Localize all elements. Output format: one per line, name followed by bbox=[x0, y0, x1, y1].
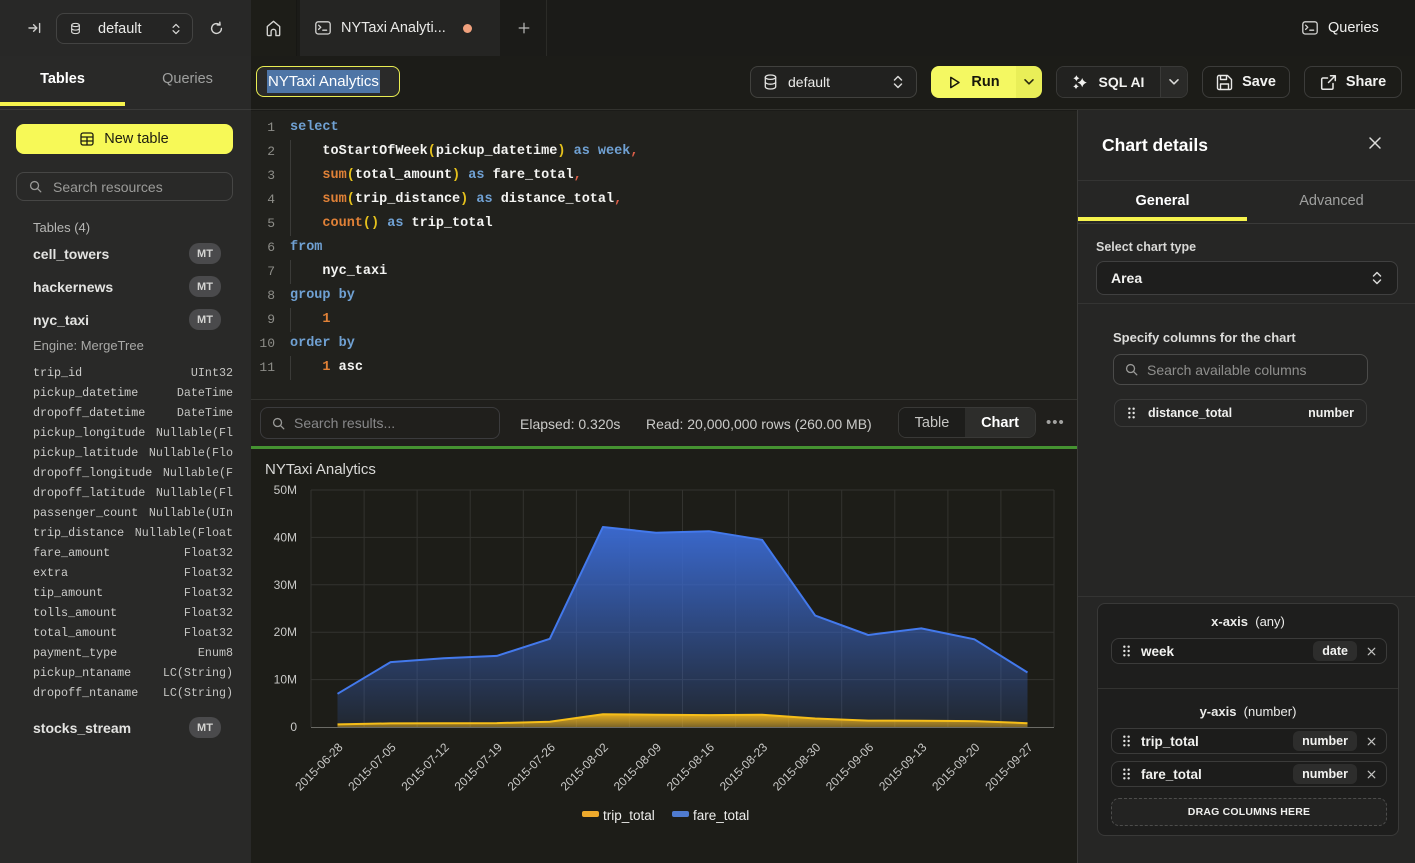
svg-text:10M: 10M bbox=[274, 673, 297, 687]
svg-text:trip_total: trip_total bbox=[603, 808, 655, 823]
svg-text:2015-08-09: 2015-08-09 bbox=[611, 740, 665, 794]
svg-text:2015-07-26: 2015-07-26 bbox=[505, 740, 559, 794]
svg-text:2015-08-16: 2015-08-16 bbox=[664, 740, 718, 794]
svg-text:2015-09-13: 2015-09-13 bbox=[876, 740, 930, 794]
svg-text:2015-07-05: 2015-07-05 bbox=[345, 740, 399, 794]
svg-text:0: 0 bbox=[290, 720, 297, 734]
svg-text:50M: 50M bbox=[274, 483, 297, 497]
svg-text:2015-08-30: 2015-08-30 bbox=[770, 740, 824, 794]
svg-text:40M: 40M bbox=[274, 530, 297, 544]
svg-text:20M: 20M bbox=[274, 625, 297, 639]
svg-text:2015-07-19: 2015-07-19 bbox=[452, 740, 506, 794]
svg-text:2015-09-06: 2015-09-06 bbox=[823, 740, 877, 794]
svg-text:fare_total: fare_total bbox=[693, 808, 749, 823]
svg-text:2015-07-12: 2015-07-12 bbox=[399, 740, 453, 794]
svg-text:2015-08-02: 2015-08-02 bbox=[558, 740, 612, 794]
svg-text:2015-09-20: 2015-09-20 bbox=[929, 740, 983, 794]
svg-text:2015-09-27: 2015-09-27 bbox=[982, 740, 1036, 794]
svg-text:2015-06-28: 2015-06-28 bbox=[292, 740, 346, 794]
svg-text:2015-08-23: 2015-08-23 bbox=[717, 740, 771, 794]
svg-text:30M: 30M bbox=[274, 578, 297, 592]
